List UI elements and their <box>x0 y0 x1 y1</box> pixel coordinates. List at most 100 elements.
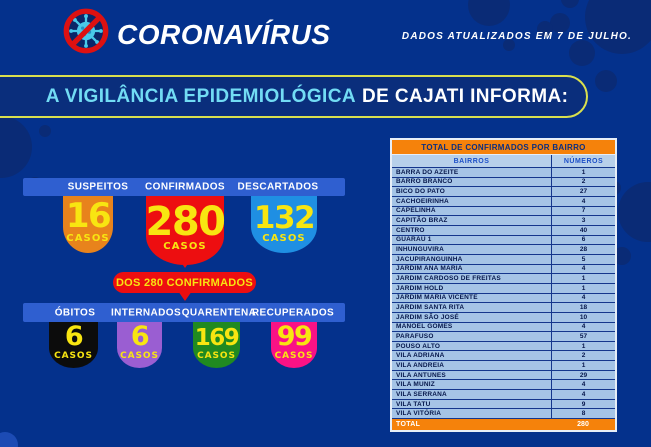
column-header-numeros: NÚMEROS <box>551 155 615 167</box>
bairro-name-cell: JARDIM MARIA VICENTE <box>396 294 478 302</box>
bairro-count-cell: 9 <box>551 399 615 409</box>
stat-label: RECUPERADOS <box>251 307 335 318</box>
table-title: TOTAL DE CONFIRMADOS POR BAIRRO <box>392 140 615 155</box>
bairro-name-cell: CAPITÃO BRAZ <box>396 217 448 225</box>
table-row: JARDIM SANTA RITA 18 <box>392 303 615 313</box>
bairro-count-cell: 10 <box>551 312 615 322</box>
bairro-count-cell: 1 <box>551 361 615 370</box>
bairro-count-cell: 40 <box>551 225 615 235</box>
table-row: PARAFUSO 57 <box>392 332 615 342</box>
bairro-count-cell: 18 <box>551 303 615 312</box>
bairro-count-cell: 4 <box>551 293 615 303</box>
table-row: BICO DO PATO 27 <box>392 187 615 197</box>
stat-value: 169 <box>194 325 240 352</box>
bairro-name-cell: MANOEL GOMES <box>396 323 453 331</box>
bairro-name-cell: BARRA DO AZEITE <box>396 168 459 176</box>
table-row: GUARAÚ 1 6 <box>392 235 615 246</box>
stat-label: SUSPEITOS <box>67 181 129 193</box>
bairro-name-cell: VILA ANTUNES <box>396 371 446 379</box>
bairro-count-cell: 4 <box>551 196 615 206</box>
stat-unit: CASOS <box>54 351 93 361</box>
virus-watermark <box>0 432 18 447</box>
no-coronavirus-sign-icon <box>61 6 111 56</box>
table-row: CACHOEIRINHA 4 <box>392 196 615 207</box>
bairro-count-cell: 1 <box>551 168 615 177</box>
table-row: VILA TATU 9 <box>392 399 615 410</box>
stat-unit: CASOS <box>163 241 207 252</box>
stat-value: 132 <box>253 199 316 236</box>
bairro-count-cell: 29 <box>551 370 615 380</box>
table-row: JACUPIRANGUINHA 5 <box>392 254 615 265</box>
bairro-name-cell: VILA ANDREIA <box>396 361 445 369</box>
table-row: MANOEL GOMES 4 <box>392 322 615 333</box>
table-row: VILA VITÓRIA 8 <box>392 409 615 420</box>
bairro-name-cell: INHUNGUVIRA <box>396 246 445 254</box>
table-row: VILA SERRANA 4 <box>392 390 615 400</box>
bairro-table: TOTAL DE CONFIRMADOS POR BAIRRO BAIRROS … <box>390 138 617 432</box>
callout-pill: DOS 280 CONFIRMADOS <box>113 272 256 301</box>
banner: A VIGILÂNCIA EPIDEMIOLÓGICA DE CAJATI IN… <box>0 75 588 118</box>
bairro-count-cell: 4 <box>551 322 615 332</box>
table-row: JARDIM ANA MARIA 4 <box>392 264 615 275</box>
table-total-row: TOTAL 280 <box>392 419 615 430</box>
table-row: JARDIM HOLD 1 <box>392 283 615 294</box>
stat-label: INTERNADOS <box>110 307 182 318</box>
stat-value: 6 <box>130 321 150 353</box>
stat-label: CONFIRMADOS <box>145 181 225 193</box>
bairro-name-cell: VILA SERRANA <box>396 390 447 398</box>
stat-value: 99 <box>276 321 313 353</box>
bairro-count-cell: 1 <box>551 283 615 293</box>
table-row: CENTRO 40 <box>392 225 615 236</box>
stat-value: 280 <box>145 199 227 245</box>
bairro-name-cell: GUARAÚ 1 <box>396 236 432 244</box>
bairro-name-cell: CAPELINHA <box>396 207 436 215</box>
updated-date-text: DADOS ATUALIZADOS EM 7 DE JULHO. <box>401 31 632 42</box>
bairro-name-cell: VILA TATU <box>396 400 431 408</box>
bairro-name-cell: JACUPIRANGUINHA <box>396 255 463 263</box>
bairro-name-cell: BICO DO PATO <box>396 188 445 196</box>
table-row: JARDIM MARIA VICENTE 4 <box>392 293 615 304</box>
stat-unit: CASOS <box>66 233 110 244</box>
virus-watermark <box>618 182 651 242</box>
bairro-count-cell: 1 <box>551 274 615 283</box>
total-label: TOTAL <box>396 421 421 428</box>
total-value: 280 <box>577 421 589 428</box>
virus-watermark <box>0 116 32 178</box>
bairro-name-cell: CACHOEIRINHA <box>396 197 449 205</box>
bairro-name-cell: VILA VITÓRIA <box>396 410 442 418</box>
bairro-count-cell: 57 <box>551 332 615 341</box>
virus-watermark <box>468 0 510 26</box>
bairro-count-cell: 27 <box>551 187 615 196</box>
stat-unit: CASOS <box>262 233 306 244</box>
table-row: JARDIM CARDOSO DE FREITAS 1 <box>392 274 615 284</box>
stat-value: 6 <box>64 321 84 353</box>
table-row: CAPITÃO BRAZ 3 <box>392 216 615 226</box>
stat-label: QUARENTENA <box>181 307 257 318</box>
stat-label: ÓBITOS <box>54 307 96 318</box>
bairro-name-cell: VILA ADRIANA <box>396 352 445 360</box>
stat-label: DESCARTADOS <box>237 181 319 193</box>
stat-unit: CASOS <box>120 351 159 361</box>
bairro-name-cell: JARDIM HOLD <box>396 284 444 292</box>
table-header: BAIRROS NÚMEROS <box>392 155 615 168</box>
table-row: VILA ANTUNES 29 <box>392 370 615 381</box>
bairro-name-cell: JARDIM ANA MARIA <box>396 265 463 273</box>
table-row: VILA ANDREIA 1 <box>392 361 615 371</box>
bairro-count-cell: 6 <box>551 235 615 245</box>
stats-bar-2: ÓBITOS INTERNADOS QUARENTENA RECUPERADOS <box>23 303 345 322</box>
page-title: CORONAVÍRUS <box>117 19 331 50</box>
bairro-count-cell: 4 <box>551 390 615 399</box>
table-row: INHUNGUVIRA 28 <box>392 245 615 255</box>
table-rows: BARRA DO AZEITE 1 BARRO BRANCO 2 BICO DO… <box>392 168 615 420</box>
table-row: BARRO BRANCO 2 <box>392 177 615 188</box>
bairro-count-cell: 1 <box>551 341 615 351</box>
bairro-count-cell: 4 <box>551 380 615 390</box>
bairro-count-cell: 5 <box>551 254 615 264</box>
bairro-name-cell: PARAFUSO <box>396 332 434 340</box>
banner-highlight-text: A VIGILÂNCIA EPIDEMIOLÓGICA <box>45 85 356 107</box>
bairro-name-cell: CENTRO <box>396 226 425 234</box>
bairro-name-cell: VILA MUNIZ <box>396 381 435 389</box>
table-row: POUSO ALTO 1 <box>392 341 615 352</box>
stats-bar-1: SUSPEITOS CONFIRMADOS DESCARTADOS <box>23 178 345 196</box>
